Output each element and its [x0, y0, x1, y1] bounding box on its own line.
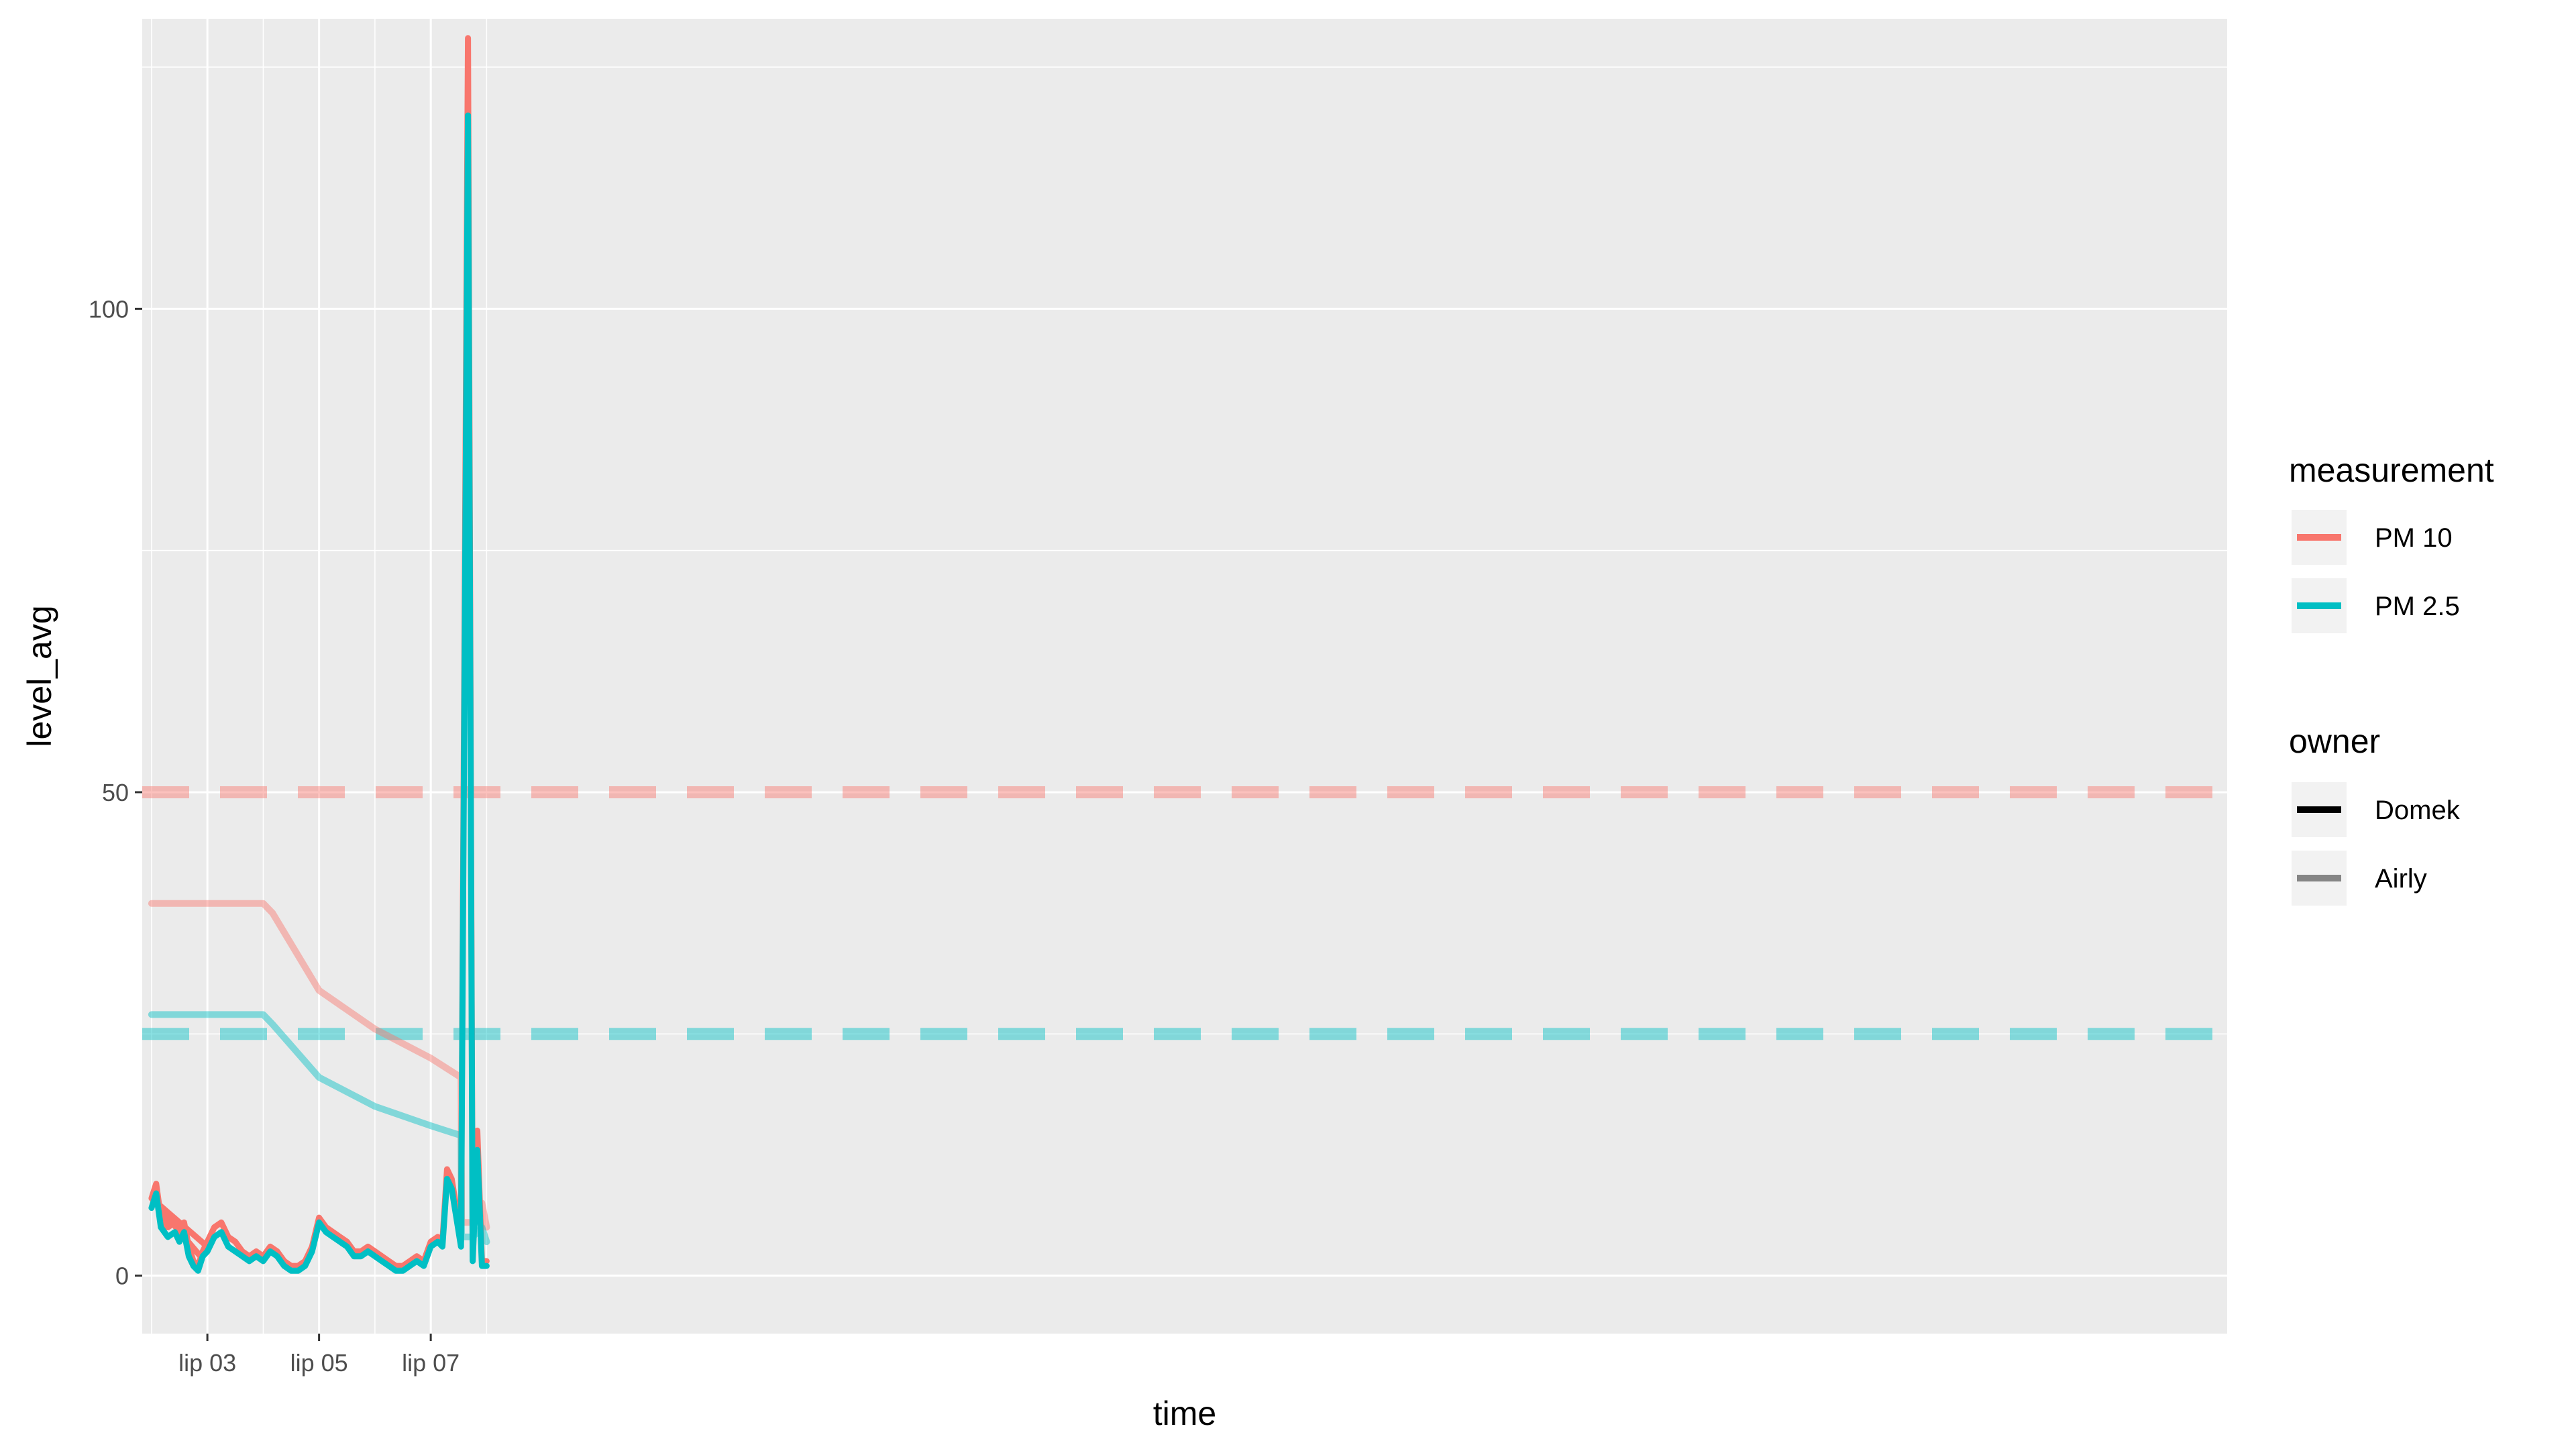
- major-gridlines: [142, 19, 2227, 1334]
- legend-label-airly: Airly: [2375, 864, 2427, 894]
- legend-title-measurement: measurement: [2289, 451, 2494, 489]
- series-line-domek-pm25: [148, 112, 490, 1274]
- y-axis: 0 50 100: [89, 295, 142, 1290]
- reference-lines: [142, 786, 2227, 1040]
- legend-title-owner: owner: [2289, 722, 2380, 760]
- y-tick-label: 0: [115, 1263, 129, 1290]
- series-layer: [148, 35, 490, 1274]
- x-axis: lip 03 lip 05 lip 07: [178, 1334, 460, 1377]
- x-tick-label: lip 07: [402, 1349, 460, 1377]
- legend-label-pm25: PM 2.5: [2375, 592, 2460, 621]
- x-axis-title: time: [1153, 1395, 1216, 1432]
- x-tick-label: lip 03: [178, 1349, 236, 1377]
- x-tick-label: lip 05: [290, 1349, 348, 1377]
- legend-label-pm10: PM 10: [2375, 523, 2453, 553]
- y-axis-title: level_avg: [21, 605, 58, 747]
- legend-key-bg-airly: [2292, 851, 2347, 906]
- plot-panel: [142, 19, 2227, 1334]
- legend-label-domek: Domek: [2375, 796, 2461, 825]
- minor-gridlines: [142, 19, 2227, 1334]
- legend: measurement PM 10 PM 2.5 owner Domek Air…: [2289, 451, 2494, 906]
- y-tick-label: 100: [89, 295, 129, 323]
- y-tick-label: 50: [102, 779, 129, 806]
